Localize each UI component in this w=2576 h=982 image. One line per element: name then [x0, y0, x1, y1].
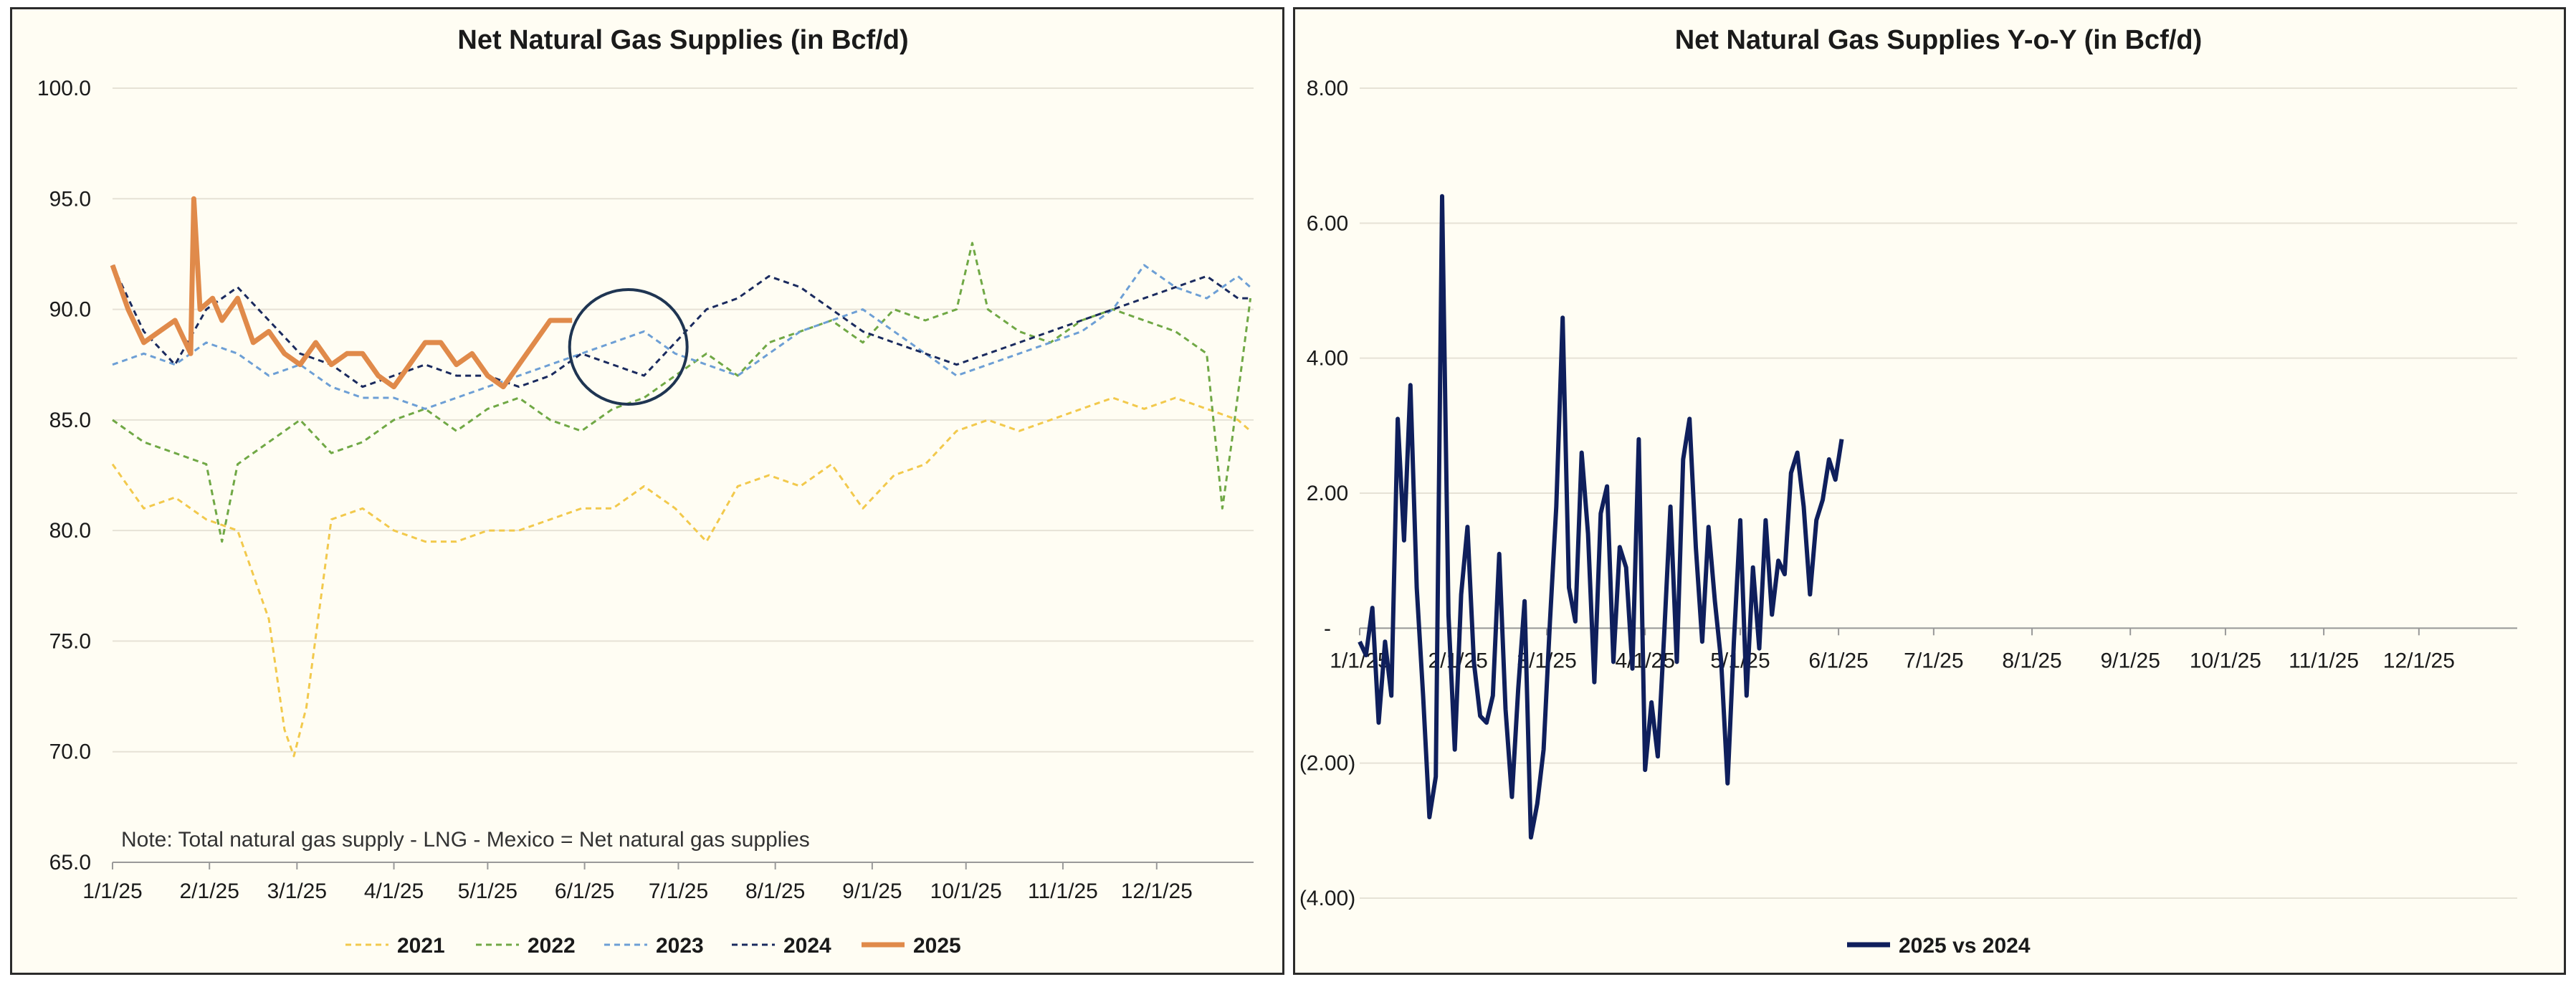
y-tick-label: 100.0 — [37, 77, 91, 100]
x-tick-label: 3/1/25 — [267, 879, 327, 903]
y-tick-label: 2.00 — [1307, 482, 1348, 505]
series-line-2022 — [112, 242, 1252, 543]
legend-label-2021: 2021 — [397, 934, 445, 958]
x-tick-label: 10/1/25 — [2190, 649, 2261, 672]
x-tick-label: 11/1/25 — [1028, 879, 1098, 903]
legend-label-2025: 2025 — [913, 934, 961, 958]
legend-label-2024: 2024 — [783, 934, 831, 958]
y-tick-label: 6.00 — [1307, 211, 1348, 235]
x-tick-label: 7/1/25 — [1904, 649, 1963, 672]
highlight-circle — [568, 288, 689, 406]
x-tick-label: 7/1/25 — [649, 879, 708, 903]
y-tick-label: - — [1324, 616, 1331, 640]
net-supplies-chart: Net Natural Gas Supplies (in Bcf/d) 100.0… — [37, 25, 1254, 958]
series-line-2025 — [110, 196, 573, 390]
y-tick-label: (4.00) — [1299, 887, 1355, 910]
x-tick-label: 8/1/25 — [745, 879, 805, 903]
x-tick-label: 1/1/25 — [82, 879, 142, 903]
x-tick-label: 9/1/25 — [842, 879, 902, 903]
y-tick-label: (2.00) — [1299, 752, 1355, 776]
x-tick-label: 6/1/25 — [555, 879, 614, 903]
y-tick-label: 95.0 — [49, 187, 91, 211]
x-tick-label: 12/1/25 — [2383, 649, 2455, 672]
series-line-2025-vs-2024 — [1358, 194, 1844, 840]
x-tick-label: 12/1/25 — [1121, 879, 1193, 903]
x-tick-label: 1/1/25 — [1330, 649, 1389, 672]
x-tick-label: 10/1/25 — [930, 879, 1002, 903]
chart-title: Net Natural Gas Supplies Y-o-Y (in Bcf/d… — [1675, 25, 2203, 55]
y-tick-label: 75.0 — [49, 629, 91, 653]
x-tick-label: 6/1/25 — [1808, 649, 1868, 672]
x-tick-label: 4/1/25 — [364, 879, 424, 903]
net-supplies-chart-panel: Net Natural Gas Supplies (in Bcf/d) 100.0… — [10, 7, 1284, 975]
series-line-2024 — [111, 264, 1251, 388]
x-tick-label: 8/1/25 — [2002, 649, 2061, 672]
legend-label-2025-vs-2024: 2025 vs 2024 — [1899, 934, 2031, 958]
y-tick-label: 80.0 — [49, 519, 91, 543]
y-tick-label: 85.0 — [49, 409, 91, 432]
series-line-2023 — [112, 264, 1251, 410]
y-tick-label: 65.0 — [49, 851, 91, 874]
chart-title: Net Natural Gas Supplies (in Bcf/d) — [457, 25, 908, 55]
yoy-chart-panel: Net Natural Gas Supplies Y-o-Y (in Bcf/d… — [1293, 7, 2566, 975]
x-tick-label: 5/1/25 — [458, 879, 517, 903]
x-tick-label: 11/1/25 — [2289, 649, 2359, 672]
y-tick-label: 70.0 — [49, 740, 91, 764]
legend-label-2022: 2022 — [528, 934, 576, 958]
yoy-chart: Net Natural Gas Supplies Y-o-Y (in Bcf/d… — [1299, 25, 2517, 958]
y-tick-label: 4.00 — [1307, 347, 1348, 371]
y-tick-label: 90.0 — [49, 298, 91, 322]
legend-label-2023: 2023 — [656, 934, 704, 958]
x-tick-label: 9/1/25 — [2100, 649, 2160, 672]
y-tick-label: 8.00 — [1307, 77, 1348, 100]
note-annotation: Note: Total natural gas supply - LNG - M… — [121, 828, 810, 852]
x-tick-label: 2/1/25 — [180, 879, 239, 903]
series-line-2021 — [111, 396, 1251, 758]
